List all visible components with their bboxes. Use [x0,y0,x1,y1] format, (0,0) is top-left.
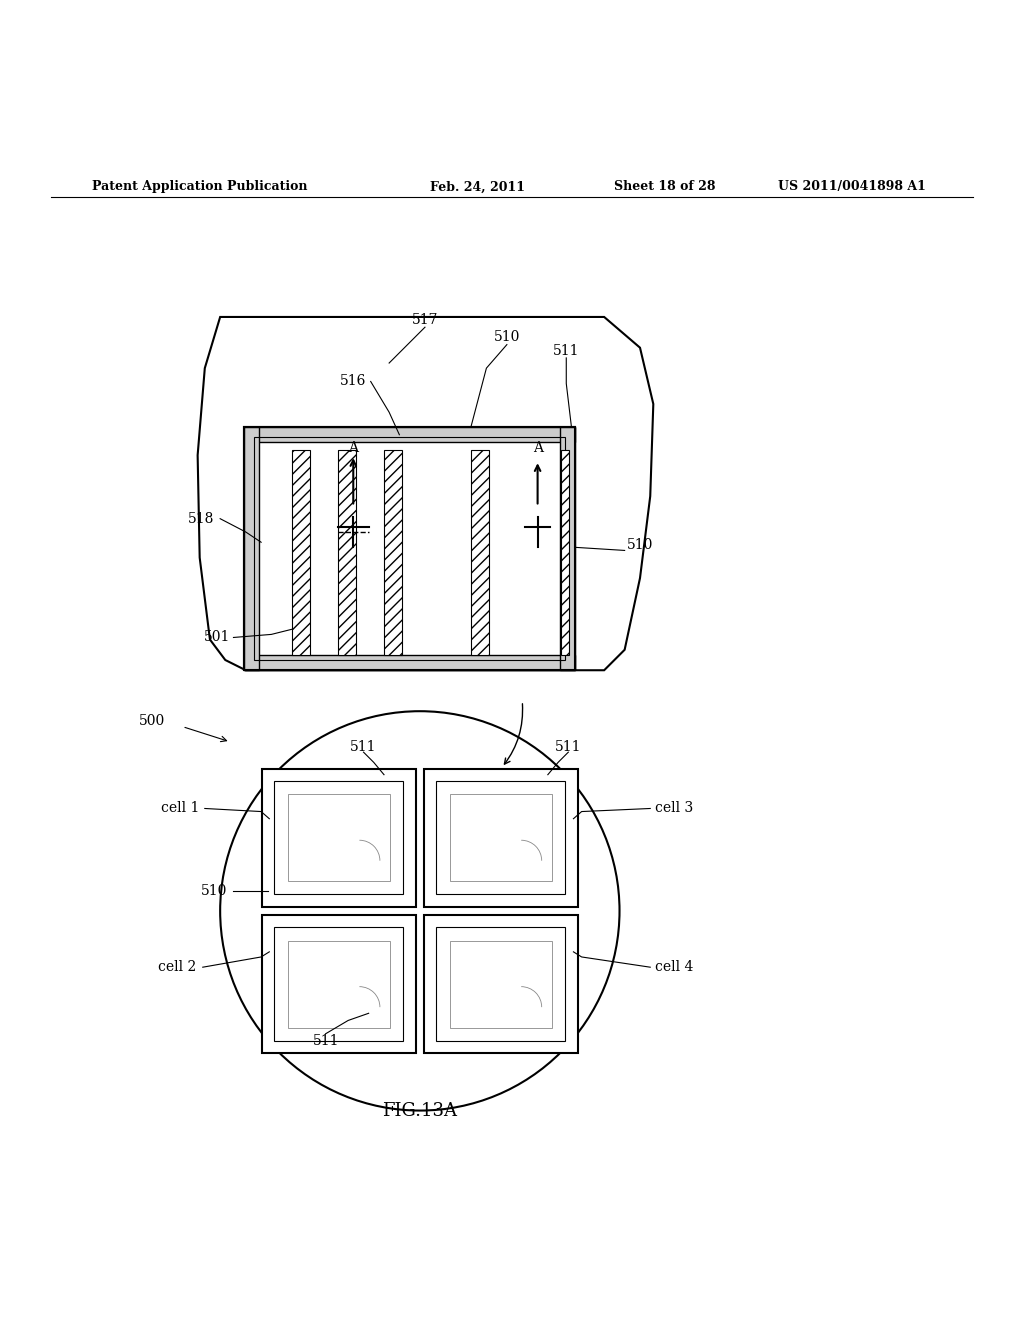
Bar [254,437,565,660]
Bar [274,927,403,1041]
Text: 510: 510 [494,330,520,345]
Text: cell 3: cell 3 [655,801,693,816]
Text: 511: 511 [555,741,582,754]
Text: A: A [348,441,358,455]
Text: 516: 516 [340,375,367,388]
Bar [262,768,416,907]
Bar [560,426,575,671]
Bar [384,450,402,655]
Text: cell 1: cell 1 [162,801,200,816]
Bar [424,768,578,907]
Bar [292,450,310,655]
Text: 510: 510 [627,539,653,552]
Bar [436,781,565,895]
Bar [244,426,575,442]
Text: 511: 511 [350,741,377,754]
Bar [254,437,565,660]
Text: A: A [532,441,543,455]
Bar [338,450,356,655]
Text: 511: 511 [553,343,580,358]
Text: cell 2: cell 2 [159,960,197,974]
Text: 510: 510 [201,884,227,899]
Text: 517: 517 [412,313,438,327]
Text: 518: 518 [187,512,214,525]
Bar [450,795,552,882]
Polygon shape [198,317,653,671]
Bar [561,450,569,655]
Bar [450,941,552,1027]
Text: 501: 501 [204,631,230,644]
Bar [436,927,565,1041]
Bar [244,426,259,671]
Text: Sheet 18 of 28: Sheet 18 of 28 [614,181,716,194]
Text: 511: 511 [312,1034,339,1048]
Bar [274,781,403,895]
Text: US 2011/0041898 A1: US 2011/0041898 A1 [778,181,926,194]
Bar [288,941,390,1027]
Bar [244,426,575,671]
Bar [471,450,489,655]
Text: cell 4: cell 4 [655,960,693,974]
Bar [288,795,390,882]
Bar [244,655,575,671]
Bar [244,426,575,671]
Text: FIG.13A: FIG.13A [382,1102,458,1119]
Text: 500: 500 [138,714,165,729]
Text: Patent Application Publication: Patent Application Publication [92,181,307,194]
Bar [262,915,416,1053]
Bar [424,915,578,1053]
Text: Feb. 24, 2011: Feb. 24, 2011 [430,181,525,194]
